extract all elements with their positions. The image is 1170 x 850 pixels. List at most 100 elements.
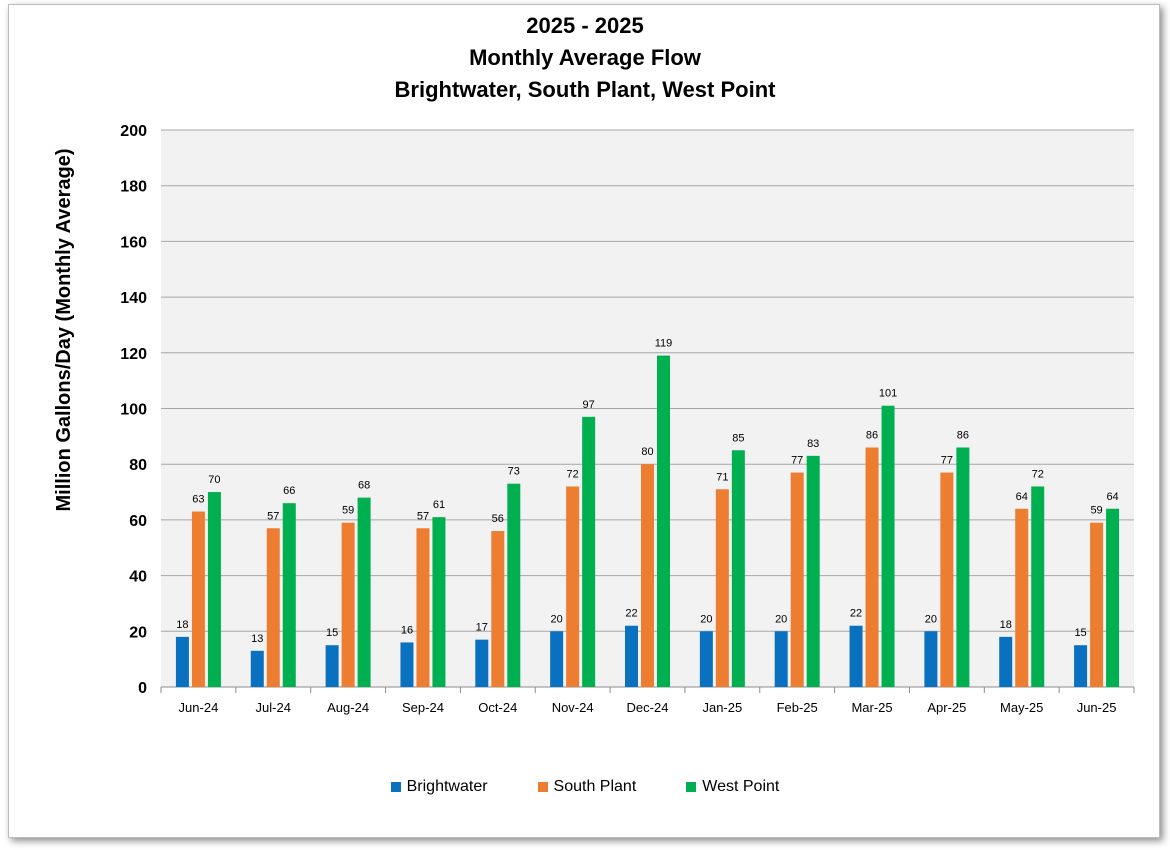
x-tick-label: Mar-25: [851, 700, 892, 715]
data-label-south-plant: 59: [1090, 505, 1102, 517]
data-label-south-plant: 86: [866, 429, 878, 441]
data-label-south-plant: 57: [417, 510, 429, 522]
bar-brightwater: [625, 625, 638, 687]
bar-west-point: [507, 483, 521, 687]
y-tick-label: 80: [129, 457, 147, 474]
data-label-brightwater: 13: [251, 633, 263, 645]
legend-item-south-plant: South Plant: [537, 778, 636, 796]
y-tick-label: 180: [120, 179, 147, 196]
data-label-south-plant: 72: [567, 468, 579, 480]
data-label-west-point: 83: [807, 438, 819, 450]
bar-west-point: [582, 416, 596, 687]
bar-brightwater: [924, 631, 938, 687]
x-tick-label: Sep-24: [402, 700, 444, 715]
data-label-brightwater: 22: [625, 608, 637, 620]
bar-brightwater: [849, 625, 863, 687]
data-label-brightwater: 20: [925, 613, 937, 625]
bar-west-point: [282, 503, 296, 687]
data-label-brightwater: 20: [775, 613, 787, 625]
legend: Brightwater South Plant West Point: [0, 778, 1170, 796]
data-label-west-point: 85: [732, 432, 744, 444]
legend-swatch-south-plant: [537, 782, 548, 792]
bar-south-plant: [865, 447, 879, 687]
bar-brightwater: [774, 631, 788, 687]
data-label-west-point: 64: [1106, 491, 1118, 503]
bar-brightwater: [1074, 645, 1088, 687]
bar-south-plant: [715, 489, 729, 687]
x-tick-label: Nov-24: [552, 700, 594, 715]
bar-west-point: [881, 405, 895, 687]
data-label-west-point: 66: [283, 485, 295, 497]
legend-item-west-point: West Point: [686, 778, 779, 796]
bar-south-plant: [341, 522, 355, 687]
bar-south-plant: [191, 511, 205, 687]
bar-south-plant: [1090, 522, 1104, 687]
y-tick-label: 40: [129, 569, 147, 586]
x-tick-label: Dec-24: [627, 700, 669, 715]
y-tick-label: 60: [129, 513, 147, 530]
bars: [175, 355, 1120, 687]
bar-brightwater: [550, 631, 564, 687]
y-tick-label: 0: [138, 680, 147, 697]
data-label-south-plant: 57: [267, 510, 279, 522]
data-label-west-point: 119: [655, 338, 673, 350]
x-axis: Jun-24 Jul-24 Aug-24 Sep-24 Oct-24 Nov-24 Dec-…: [160, 686, 1135, 715]
bar-south-plant: [266, 528, 280, 687]
data-label-brightwater: 17: [476, 622, 488, 634]
x-tick-label: Apr-25: [927, 700, 966, 715]
x-tick-label: Jun-25: [1077, 700, 1117, 715]
bar-west-point: [1031, 486, 1045, 687]
bar-west-point: [432, 517, 446, 687]
bar-brightwater: [400, 642, 414, 687]
bar-south-plant: [641, 464, 654, 687]
x-tick-label: Jul-24: [256, 700, 291, 715]
data-label-south-plant: 56: [492, 513, 504, 525]
data-label-south-plant: 77: [791, 455, 803, 467]
data-label-south-plant: 64: [1016, 491, 1028, 503]
data-label-south-plant: 80: [641, 446, 653, 458]
bar-west-point: [357, 497, 371, 687]
x-tick-label: Feb-25: [777, 700, 818, 715]
data-label-west-point: 72: [1032, 468, 1044, 480]
data-label-brightwater: 18: [1000, 619, 1012, 631]
y-tick-label: 100: [120, 402, 147, 419]
data-label-west-point: 86: [957, 429, 969, 441]
data-label-south-plant: 71: [716, 471, 728, 483]
data-label-brightwater: 22: [850, 608, 862, 620]
bar-south-plant: [416, 528, 430, 687]
x-tick-label: Oct-24: [478, 700, 517, 715]
y-axis-ticks: 0 20 40 60 80 100 120 140 160 180 200: [120, 123, 147, 697]
data-label-west-point: 97: [583, 399, 595, 411]
x-tick-label: Aug-24: [327, 700, 369, 715]
legend-item-brightwater: Brightwater: [390, 778, 488, 796]
bar-brightwater: [250, 650, 264, 687]
bar-brightwater: [175, 636, 189, 687]
data-labels: 18 13 15 16 17 20 22 20 20 22 20 18 15 63 57 59 57 56 72 80…: [176, 338, 1118, 645]
x-tick-label: May-25: [1000, 700, 1043, 715]
data-label-west-point: 101: [879, 388, 897, 400]
bar-west-point: [657, 355, 670, 687]
y-tick-label: 20: [129, 624, 147, 641]
y-tick-label: 140: [120, 290, 147, 307]
y-axis-label: Million Gallons/Day (Monthly Average): [53, 148, 75, 511]
legend-swatch-west-point: [686, 782, 697, 792]
data-label-brightwater: 20: [551, 613, 563, 625]
y-tick-label: 200: [120, 123, 147, 140]
bar-south-plant: [940, 472, 954, 687]
data-label-west-point: 61: [433, 499, 445, 511]
chart-title: 2025 - 2025 Monthly Average Flow Brightw…: [10, 10, 1160, 106]
legend-label-brightwater: Brightwater: [406, 778, 488, 795]
data-label-west-point: 68: [358, 480, 370, 492]
data-label-south-plant: 63: [192, 494, 204, 506]
chart-title-line-2: Monthly Average Flow: [469, 45, 701, 70]
bar-brightwater: [999, 636, 1013, 687]
legend-swatch-brightwater: [390, 782, 401, 792]
bar-brightwater: [475, 639, 489, 687]
data-label-brightwater: 16: [401, 624, 413, 636]
chart-title-line-3: Brightwater, South Plant, West Point: [394, 77, 776, 102]
bar-west-point: [956, 447, 970, 687]
data-label-brightwater: 20: [700, 613, 712, 625]
data-label-west-point: 73: [508, 466, 520, 478]
data-label-south-plant: 59: [342, 505, 354, 517]
y-tick-label: 160: [120, 234, 147, 251]
